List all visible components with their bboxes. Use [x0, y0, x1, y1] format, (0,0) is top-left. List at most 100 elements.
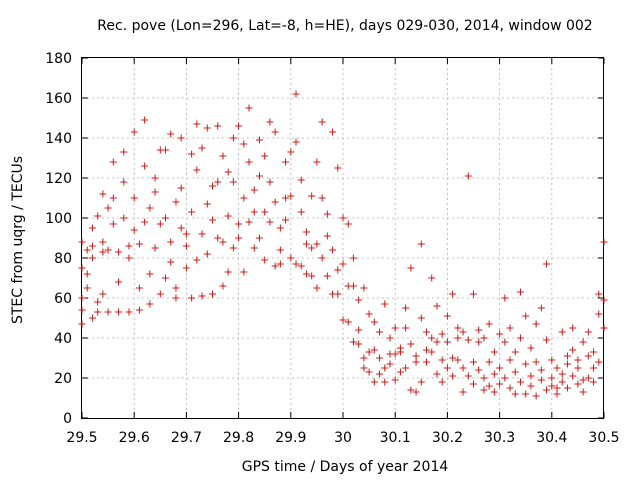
data-point	[214, 122, 222, 130]
data-point	[302, 240, 310, 248]
x-tick-label: 30	[334, 430, 352, 446]
data-point	[282, 216, 290, 224]
data-point	[459, 388, 467, 396]
data-point	[245, 218, 253, 226]
data-point	[193, 256, 201, 264]
data-point	[475, 366, 483, 374]
data-point	[402, 324, 410, 332]
data-point	[245, 104, 253, 112]
data-point	[360, 364, 368, 372]
data-point	[240, 194, 248, 202]
data-point	[172, 284, 180, 292]
data-point	[318, 254, 326, 262]
data-point	[595, 290, 603, 298]
data-point	[266, 178, 274, 186]
plot-frame	[81, 57, 604, 419]
data-point	[104, 204, 112, 212]
data-point	[386, 334, 394, 342]
y-tick-label: 40	[54, 331, 72, 347]
data-point	[209, 182, 216, 190]
data-point	[130, 128, 138, 136]
data-point	[558, 328, 566, 336]
data-point	[125, 308, 133, 316]
data-point	[485, 382, 493, 390]
data-point	[308, 244, 316, 252]
data-point	[490, 388, 498, 396]
x-tick-label: 30.2	[432, 430, 463, 446]
data-point	[109, 220, 117, 228]
data-point	[177, 224, 185, 232]
data-point	[522, 312, 530, 320]
data-point	[376, 328, 384, 336]
data-point	[522, 390, 530, 398]
axis-ticks: 0 20 40 60 80 100 120 140 160 180 29.5 29.6 29.7 29.8…	[45, 51, 619, 446]
data-point	[141, 116, 149, 124]
data-point	[475, 338, 483, 346]
data-point	[245, 158, 253, 166]
data-point	[501, 294, 509, 302]
data-point	[172, 198, 180, 206]
y-tick-label: 180	[45, 51, 72, 67]
data-point	[365, 368, 373, 376]
data-point	[454, 324, 462, 332]
data-point	[135, 306, 143, 314]
data-point	[480, 386, 488, 394]
data-point	[543, 336, 551, 344]
data-point	[177, 134, 185, 142]
data-point	[376, 370, 384, 378]
data-point	[391, 350, 399, 358]
data-point	[182, 242, 190, 250]
data-point	[563, 360, 571, 368]
data-point	[276, 260, 284, 268]
y-tick-label: 80	[54, 251, 72, 267]
data-point	[162, 146, 170, 154]
data-point	[167, 258, 175, 266]
data-point	[83, 284, 91, 292]
data-point	[579, 388, 587, 396]
data-point	[485, 358, 493, 366]
data-point	[480, 334, 488, 342]
data-point	[470, 358, 477, 366]
data-point	[339, 260, 347, 268]
data-point	[386, 360, 394, 368]
data-point	[412, 352, 420, 360]
data-point	[156, 290, 164, 298]
data-point	[459, 328, 467, 336]
data-point	[141, 218, 149, 226]
data-point	[433, 338, 441, 346]
data-point	[579, 338, 587, 346]
data-point	[198, 292, 206, 300]
data-point	[381, 364, 389, 372]
data-point	[600, 296, 608, 304]
data-point	[464, 372, 472, 380]
data-point	[329, 128, 337, 136]
data-point	[214, 178, 222, 186]
data-point	[496, 380, 504, 388]
data-point	[344, 220, 352, 228]
data-point	[590, 378, 598, 386]
data-point	[297, 176, 305, 184]
data-point	[339, 214, 347, 222]
data-point	[271, 128, 279, 136]
data-point	[198, 144, 206, 152]
data-point	[115, 308, 123, 316]
data-point	[334, 266, 342, 274]
data-point	[464, 336, 472, 344]
data-point	[584, 352, 592, 360]
data-point	[292, 138, 300, 146]
data-point	[261, 256, 269, 264]
data-point	[553, 364, 561, 372]
data-point	[334, 164, 342, 172]
y-tick-label: 20	[54, 371, 72, 387]
data-point	[355, 340, 363, 348]
data-point	[292, 260, 300, 268]
data-point	[527, 372, 535, 380]
data-point	[454, 356, 462, 364]
data-point	[261, 152, 269, 160]
x-tick-label: 29.9	[275, 430, 306, 446]
data-point	[88, 314, 96, 322]
data-point	[115, 248, 123, 256]
data-point	[506, 324, 514, 332]
data-point	[250, 244, 258, 252]
data-point	[449, 290, 457, 298]
